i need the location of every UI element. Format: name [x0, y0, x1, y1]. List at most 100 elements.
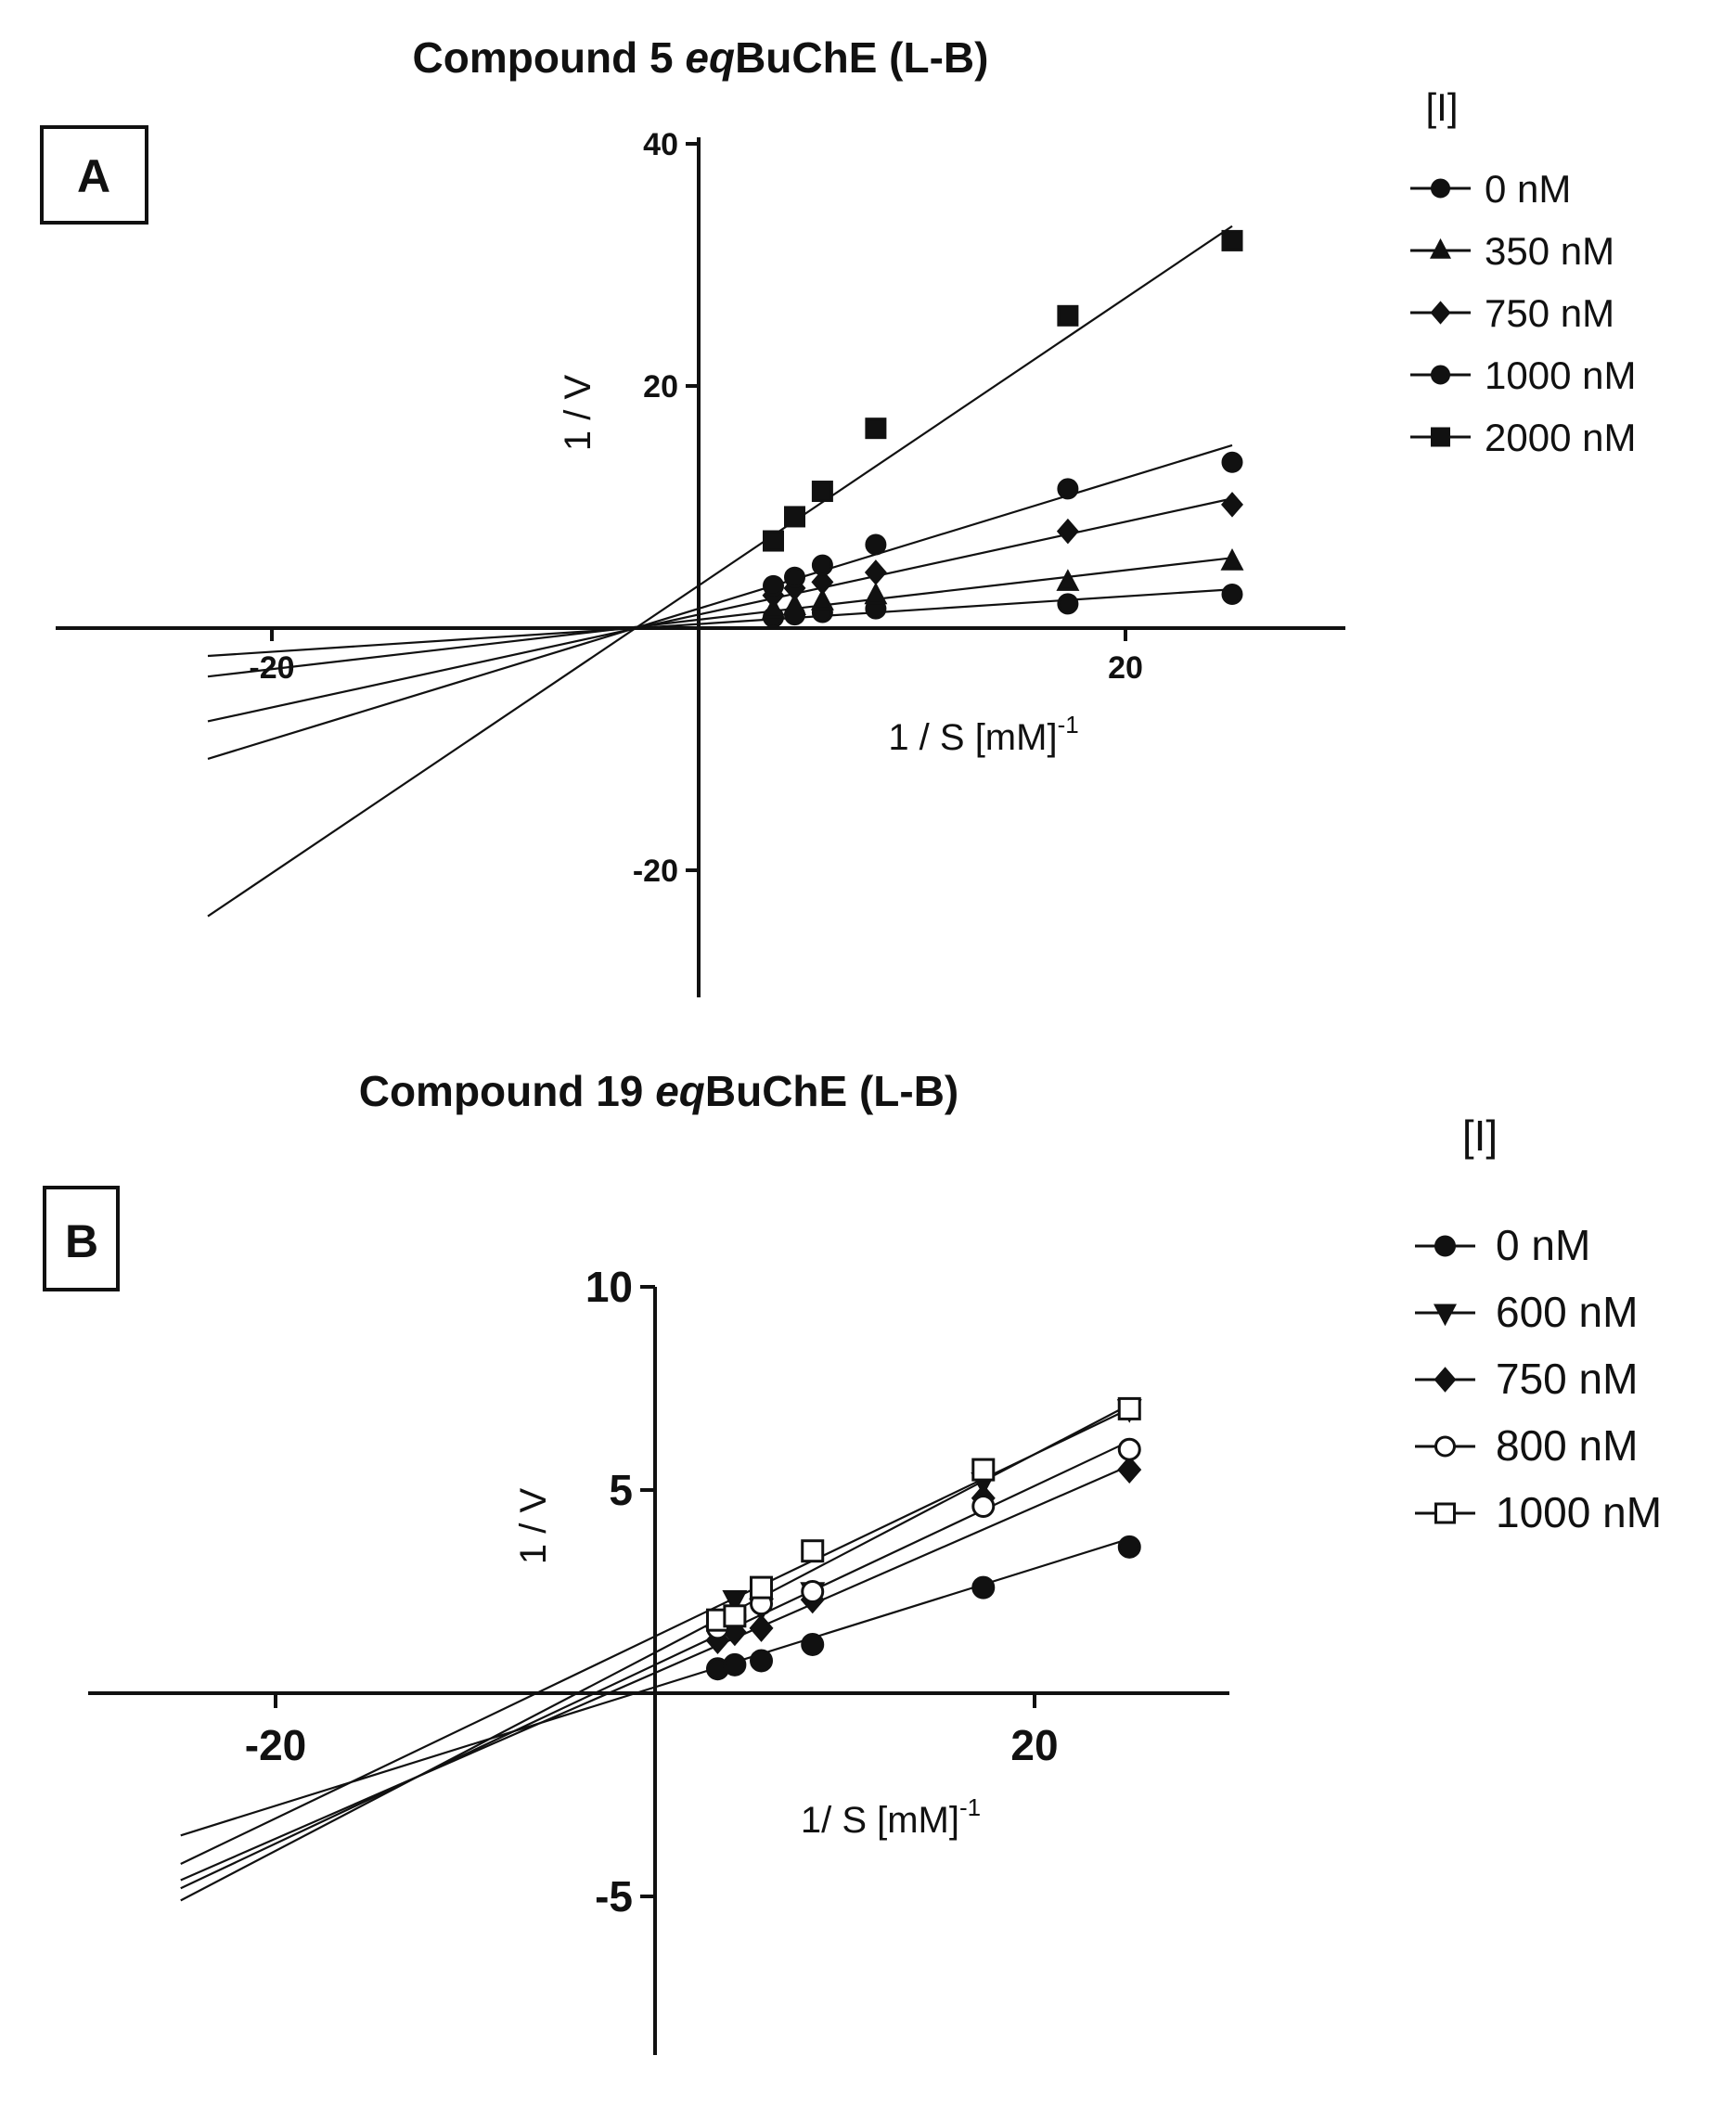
panel-a-fit-lines [207, 225, 1233, 918]
panel-b-data-point [750, 1575, 774, 1600]
panel-b-x-ticks: -20 20 [245, 1693, 1059, 1769]
panel-b-legend-marker [1434, 1435, 1456, 1458]
panel-a-data-point [762, 597, 785, 619]
panel-a-data-point [1056, 569, 1080, 591]
panel-a-data-point [811, 569, 834, 596]
panel-b-legend-item: 600 nM [1415, 1288, 1638, 1336]
panel-b-data-point [801, 1632, 825, 1656]
panel-b-label-box [43, 1186, 120, 1291]
panel-a-data-point [864, 559, 887, 585]
panel-a-data-point [1221, 229, 1243, 251]
panel-a-legend: [I] 0 nM 350 nM 750 nM 1000 nM 2000 nM [1410, 85, 1636, 459]
panel-a-x-ticks: -20 20 [249, 628, 1143, 686]
panel-a-legend-marker [1431, 427, 1450, 447]
panel-a-x-tick-label: 20 [1108, 650, 1143, 686]
panel-b-legend-label: 600 nM [1496, 1288, 1638, 1336]
panel-b: Compound 19 eqBuChE (L-B) B -20 20 -5510 … [43, 1067, 1662, 2055]
panel-b-data-point [1117, 1396, 1141, 1420]
panel-a-label: A [77, 150, 110, 202]
panel-a-legend-marker [1430, 301, 1451, 325]
panel-a-data-point [810, 588, 834, 610]
panel-b-points [705, 1396, 1142, 1681]
panel-b-y-tick-label: -5 [595, 1872, 633, 1921]
panel-a-legend-label: 0 nM [1485, 167, 1571, 211]
panel-b-fit-lines [180, 1404, 1130, 1902]
panel-a-data-point [864, 582, 888, 605]
panel-a-data-point [1220, 548, 1244, 571]
panel-a-legend-marker [1431, 178, 1450, 199]
panel-a-data-point [784, 506, 805, 528]
panel-b-data-point [801, 1580, 825, 1603]
panel-a-y-tick-label: 40 [643, 127, 678, 162]
panel-a-data-point [1057, 478, 1079, 500]
panel-b-legend-item: 800 nM [1415, 1421, 1638, 1470]
panel-b-legend-item: 750 nM [1415, 1355, 1638, 1403]
panel-b-data-point [723, 1604, 747, 1628]
panel-b-x-tick-label: 20 [1010, 1721, 1058, 1769]
panel-b-data-point [749, 1613, 774, 1642]
panel-a-legend-item: 750 nM [1410, 291, 1614, 335]
panel-b-legend-label: 750 nM [1496, 1355, 1638, 1403]
panel-b-y-axis-label: 1 / V [513, 1488, 554, 1565]
panel-a-fit-line-2 [207, 497, 1233, 723]
panel-a-points [762, 229, 1244, 628]
panel-a-legend-item: 2000 nM [1410, 416, 1636, 459]
panel-a-legend-item: 0 nM [1410, 167, 1571, 211]
panel-a-data-point [1221, 583, 1243, 605]
panel-a-legend-title: [I] [1425, 85, 1458, 129]
panel-a-fit-line-3 [207, 443, 1233, 760]
panel-b-legend-marker [1434, 1304, 1457, 1327]
panel-a-data-point [1057, 304, 1079, 327]
panel-a-data-point [811, 481, 833, 503]
panel-b-data-point [1117, 1456, 1142, 1484]
panel-a-legend-label: 350 nM [1485, 229, 1614, 273]
panel-a-fit-line-0 [207, 588, 1233, 658]
panel-a-legend-item: 1000 nM [1410, 353, 1636, 397]
panel-b-y-tick-label: 10 [585, 1263, 633, 1311]
panel-b-legend-label: 1000 nM [1496, 1488, 1662, 1536]
panel-b-fit-line-1 [180, 1407, 1130, 1865]
panel-a-fit-line-1 [207, 557, 1233, 678]
panel-b-fit-line-0 [180, 1537, 1130, 1837]
panel-b-data-point [971, 1575, 996, 1600]
panel-a-legend-marker [1431, 365, 1450, 385]
panel-a-fit-line-4 [207, 225, 1233, 918]
panel-a-data-point [763, 530, 784, 552]
panel-a-data-point [1221, 492, 1243, 518]
panel-b-legend-marker [1434, 1235, 1456, 1257]
panel-a-label-box [40, 125, 148, 225]
panel-b-data-point [971, 1458, 996, 1482]
panel-b-y-ticks: -5 5 10 [585, 1263, 655, 1921]
panel-a-data-point [865, 533, 887, 556]
panel-b-legend-title: [I] [1462, 1111, 1498, 1160]
panel-b-y-tick-label: 5 [609, 1466, 633, 1514]
panel-b-data-point [1117, 1437, 1141, 1461]
panel-a-data-point [1056, 518, 1079, 545]
panel-b-legend-marker [1434, 1502, 1456, 1524]
panel-b-x-axis-label: 1/ S [mM]-1 [801, 1793, 981, 1841]
panel-b-legend-item: 1000 nM [1415, 1488, 1662, 1536]
panel-a-data-point [763, 574, 784, 597]
panel-a-y-tick-label: -20 [633, 854, 678, 889]
panel-a-y-ticks: -20 20 40 [633, 127, 699, 889]
panel-a-y-axis-label: 1 / V [558, 375, 598, 452]
panel-b-data-point [723, 1652, 747, 1677]
panel-a-x-axis-label: 1 / S [mM]-1 [888, 711, 1078, 758]
panel-a-legend-marker [1430, 238, 1451, 259]
panel-b-label: B [65, 1215, 98, 1267]
panel-b-legend-label: 0 nM [1496, 1221, 1590, 1269]
panel-a-data-point [784, 566, 805, 588]
panel-b-data-point [971, 1495, 996, 1519]
panel-a-legend-label: 750 nM [1485, 291, 1614, 335]
panel-a-legend-label: 2000 nM [1485, 416, 1636, 459]
panel-a-data-point [865, 418, 887, 440]
panel-a-y-tick-label: 20 [643, 369, 678, 405]
panel-a-title: Compound 5 eqBuChE (L-B) [413, 33, 989, 82]
panel-a: Compound 5 eqBuChE (L-B) A -20 20 -202040… [40, 33, 1636, 997]
panel-a-legend-label: 1000 nM [1485, 353, 1636, 397]
panel-b-data-point [750, 1649, 774, 1673]
panel-b-fit-line-2 [180, 1464, 1130, 1882]
panel-a-legend-item: 350 nM [1410, 229, 1614, 273]
